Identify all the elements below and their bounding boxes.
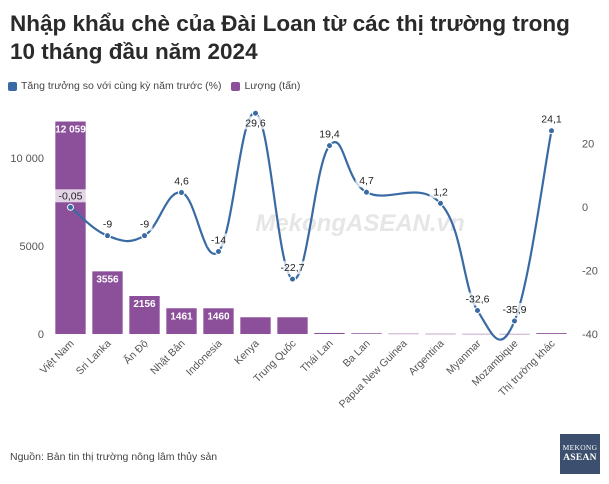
growth-point <box>104 232 111 240</box>
legend-item-growth: Tăng trưởng so với cùng kỳ năm trước (%) <box>8 80 221 92</box>
category-label: Nhật Bản <box>148 338 188 378</box>
bar <box>314 332 345 334</box>
category-label: Papua New Guinea <box>337 338 410 411</box>
growth-value-label: 24,1 <box>541 114 562 126</box>
growth-value-label: -9 <box>103 219 112 231</box>
growth-label-bg <box>497 302 532 316</box>
legend-swatch-volume <box>231 81 241 91</box>
growth-point <box>326 142 333 150</box>
combo-chart: MekongASEAN.vn 0 5000 10 000 -40 -20 0 20 12 059… <box>10 109 598 411</box>
bar <box>240 317 271 334</box>
growth-label-bg <box>275 261 310 275</box>
growth-label-bg <box>429 185 452 199</box>
right-axis-tick-label: -40 <box>582 329 598 341</box>
right-axis-tick-label: 0 <box>582 202 588 214</box>
bar <box>277 317 308 334</box>
right-axis-tick-label: -20 <box>582 266 598 278</box>
bar <box>55 121 86 334</box>
growth-label-bg <box>136 217 153 231</box>
growth-label-bg <box>537 112 566 126</box>
category-label: Kenya <box>232 338 262 368</box>
growth-label-bg <box>355 174 378 188</box>
growth-point <box>252 109 259 117</box>
bar <box>499 333 530 335</box>
growth-point <box>363 188 370 196</box>
bar <box>536 333 567 334</box>
logo-line2: ASEAN <box>563 453 597 463</box>
growth-point <box>289 275 296 283</box>
legend: Tăng trưởng so với cùng kỳ năm trước (%)… <box>8 80 300 92</box>
growth-point <box>141 232 148 240</box>
bar <box>388 333 419 335</box>
bar-value-label: 3556 <box>96 274 119 285</box>
growth-point <box>511 317 518 325</box>
left-axis-tick-label: 5000 <box>20 241 44 253</box>
bar <box>203 308 234 334</box>
growth-point <box>67 203 74 211</box>
bar-value-label: 12 059 <box>55 125 86 136</box>
source-note: Nguồn: Bản tin thị trường nông lâm thủy … <box>10 451 218 463</box>
growth-point <box>548 127 555 135</box>
category-label: Thái Lan <box>298 338 335 375</box>
category-label: Indonesia <box>184 338 225 379</box>
growth-value-label: -22,7 <box>281 262 305 274</box>
growth-value-label: 1,2 <box>433 186 448 198</box>
growth-value-label: 4,7 <box>359 175 374 187</box>
growth-value-label: -14 <box>211 235 226 247</box>
bar <box>462 333 493 335</box>
legend-swatch-growth <box>8 81 17 91</box>
chart-title: Nhập khẩu chè của Đài Loan từ các thị tr… <box>10 11 570 64</box>
growth-value-label: -0,05 <box>59 190 83 202</box>
legend-label-volume: Lượng (tấn) <box>244 80 301 92</box>
growth-label-bg <box>99 217 116 231</box>
growth-point <box>215 248 222 256</box>
bar <box>92 271 123 334</box>
bar-value-label: 1460 <box>207 311 230 322</box>
growth-label-bg <box>53 189 88 203</box>
growth-point <box>474 307 481 315</box>
watermark: MekongASEAN.vn <box>255 210 464 237</box>
growth-value-label: -32,6 <box>466 294 490 306</box>
category-label: Ba Lan <box>341 338 373 370</box>
growth-value-label: -9 <box>140 219 149 231</box>
left-axis-tick-label: 10 000 <box>10 153 44 165</box>
right-axis-tick-label: 20 <box>582 139 594 151</box>
logo-line1: MEKONG <box>562 443 598 452</box>
category-label: Ấn Độ <box>121 337 151 367</box>
growth-value-label: 19,4 <box>319 129 340 141</box>
growth-value-label: -35,9 <box>503 304 527 316</box>
growth-label-bg <box>241 116 270 130</box>
growth-point <box>178 189 185 197</box>
growth-label-bg <box>315 127 344 141</box>
growth-label-bg <box>207 233 230 247</box>
category-label: Việt Nam <box>38 337 77 376</box>
bar <box>351 333 382 334</box>
mekong-asean-logo: MEKONG ASEAN <box>560 434 600 474</box>
legend-item-volume: Lượng (tấn) <box>231 80 300 92</box>
category-label: Sri Lanka <box>74 338 114 378</box>
growth-label-bg <box>460 292 495 306</box>
bar-value-label: 1461 <box>170 311 193 322</box>
left-axis-tick-label: 0 <box>38 329 44 341</box>
bar <box>166 308 197 334</box>
bar <box>425 333 456 335</box>
growth-value-label: 4,6 <box>174 176 189 188</box>
bar-value-label: 2156 <box>133 299 156 310</box>
growth-value-label: 29,6 <box>245 117 266 129</box>
legend-label-growth: Tăng trưởng so với cùng kỳ năm trước (%) <box>21 80 222 92</box>
bar <box>129 296 160 334</box>
category-label: Argentina <box>406 338 446 378</box>
growth-label-bg <box>170 174 193 188</box>
growth-point <box>437 199 444 207</box>
